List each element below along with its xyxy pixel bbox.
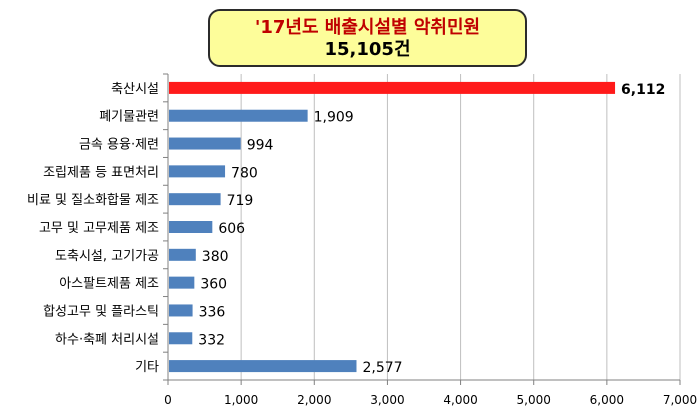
category-label: 조립제품 등 표면처리 (43, 165, 159, 180)
bar (169, 304, 193, 317)
category-label: 아스팔트제품 제조 (59, 277, 159, 292)
category-label: 금속 용융·제련 (79, 138, 159, 153)
category-label: 기타 (135, 360, 159, 375)
bars (169, 81, 616, 373)
chart-title: '17년도 배출시설별 악취민원 (254, 17, 481, 38)
grid-lines (240, 74, 681, 380)
category-label: 고무 및 고무제품 제조 (39, 221, 159, 236)
x-tick-label: 5,000 (517, 393, 551, 407)
bar (169, 165, 226, 178)
category-label: 도축시설, 고기가공 (55, 249, 159, 264)
data-label: 994 (247, 138, 274, 154)
data-label: 606 (218, 221, 245, 237)
bar (169, 81, 616, 94)
axes (163, 73, 681, 385)
data-label: 719 (227, 193, 254, 209)
bar (169, 193, 221, 206)
category-label: 축산시설 (111, 82, 159, 97)
chart-title-box: '17년도 배출시설별 악취민원 15,105건 (208, 9, 527, 67)
data-label: 336 (199, 304, 226, 320)
x-tick-label: 4,000 (443, 393, 477, 407)
x-tick-label: 3,000 (370, 393, 404, 407)
bar (169, 276, 195, 289)
bar (169, 332, 193, 345)
data-label: 2,577 (362, 360, 402, 376)
bar (169, 221, 213, 233)
x-tick-label: 0 (164, 393, 172, 407)
data-label: 380 (202, 249, 229, 265)
data-label: 360 (200, 277, 227, 293)
bar (169, 137, 241, 150)
data-label: 332 (198, 332, 225, 348)
bar (169, 360, 357, 373)
category-label: 폐기물관련 (99, 110, 159, 125)
bar (169, 109, 308, 122)
category-label: 비료 및 질소화합물 제조 (27, 193, 159, 208)
x-tick-label: 1,000 (224, 393, 258, 407)
category-label: 합성고무 및 플라스틱 (43, 304, 159, 319)
category-label: 하수·축폐 처리시설 (55, 332, 159, 347)
bar (169, 248, 196, 261)
data-label: 6,112 (621, 82, 665, 98)
data-label: 780 (231, 165, 258, 181)
data-label: 1,909 (314, 110, 354, 126)
labels: 0 1,000 2,000 3,000 4,000 5,000 6,000 7,000 축산시설… (27, 82, 697, 407)
x-tick-label: 2,000 (297, 393, 331, 407)
chart-subtitle: 15,105건 (324, 39, 411, 60)
x-tick-label: 6,000 (590, 393, 624, 407)
x-tick-label: 7,000 (663, 393, 697, 407)
